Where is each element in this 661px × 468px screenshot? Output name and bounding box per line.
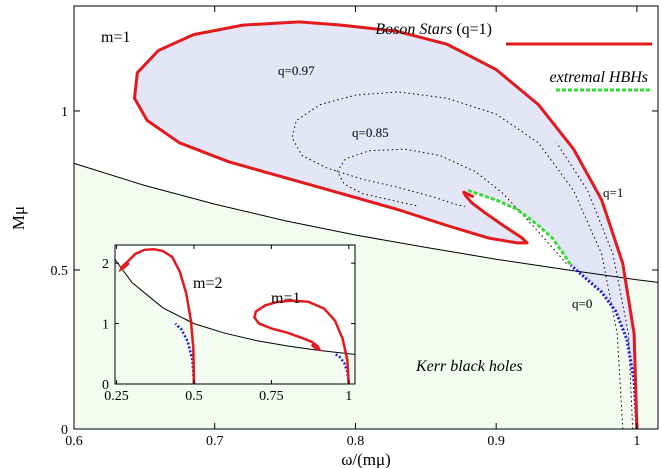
inset-label-m2: m=2 bbox=[193, 275, 222, 292]
main-y-axis-label: Mμ bbox=[9, 206, 28, 230]
main-y-tick-label: 1 bbox=[61, 105, 68, 120]
main-x-tick-label: 0.7 bbox=[206, 434, 224, 449]
main-x-tick-label: 0.8 bbox=[347, 434, 365, 449]
label-q1: q=1 bbox=[603, 185, 623, 200]
main-x-tick-label: 1 bbox=[633, 434, 640, 449]
main-y-tick-label: 0.5 bbox=[51, 264, 69, 279]
legend-entry-extremal-hbhs: extremal HBHs bbox=[550, 69, 649, 86]
label-q097: q=0.97 bbox=[278, 63, 315, 78]
legend-entry-boson-stars: Boson Stars (q=1) bbox=[375, 21, 492, 38]
main-x-tick-label: 0.9 bbox=[487, 434, 505, 449]
main-m-label: m=1 bbox=[101, 29, 130, 46]
main-y-tick-label: 0 bbox=[61, 423, 68, 438]
label-q0: q=0 bbox=[572, 296, 592, 311]
inset-y-tick-label: 1 bbox=[102, 317, 109, 332]
inset-label-m1: m=1 bbox=[271, 290, 300, 307]
inset-x-tick-label: 0.75 bbox=[259, 389, 284, 404]
legend-boson-stars-qualifier: (q=1) bbox=[452, 21, 492, 38]
inset-y-tick-label: 2 bbox=[102, 257, 109, 272]
label-q085: q=0.85 bbox=[352, 125, 389, 140]
main-x-axis-label: ω/(mμ) bbox=[341, 450, 391, 468]
kerr-region-label: Kerr black holes bbox=[415, 358, 523, 375]
inset-x-tick-label: 1 bbox=[345, 389, 352, 404]
inset-y-tick-label: 0 bbox=[102, 378, 109, 393]
inset-x-tick-label: 0.5 bbox=[185, 389, 203, 404]
legend-boson-stars-text: Boson Stars bbox=[375, 21, 452, 38]
